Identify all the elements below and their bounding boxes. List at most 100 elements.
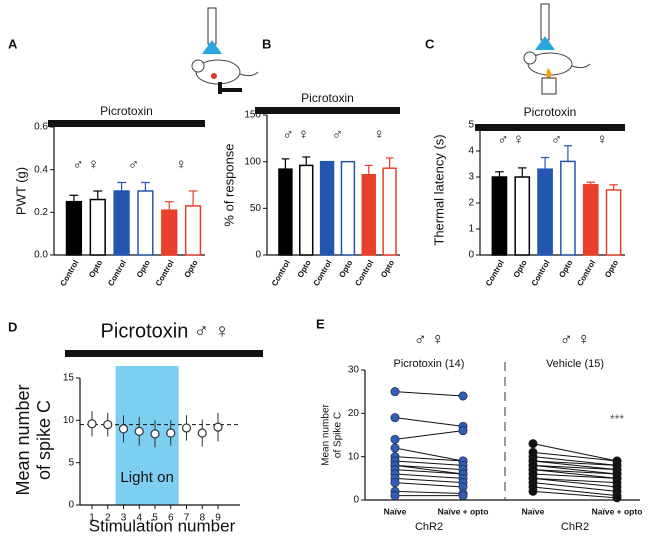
x-tick-label: Control: [575, 259, 597, 288]
sex-annotation: ♂ ♀: [497, 131, 524, 148]
y-axis-label: Thermal latency (s): [431, 134, 446, 245]
bar: [113, 190, 130, 256]
point: [390, 491, 400, 501]
bar: [89, 198, 106, 256]
x-tick-label: Control: [270, 259, 292, 288]
pair-line: [394, 456, 464, 462]
pair-line: [394, 469, 464, 475]
pair-line: [394, 460, 464, 466]
pair-line: [394, 490, 464, 494]
y-tick-label: 10: [348, 451, 360, 462]
point: [390, 413, 400, 423]
bar: [560, 160, 576, 256]
point: [528, 439, 538, 449]
panel-letter: C: [425, 36, 435, 51]
x-tick-label: Control: [530, 259, 552, 288]
sex-annotation: ♂ ♀: [282, 126, 309, 143]
pair-line: [394, 464, 464, 471]
x-tick-label: Opto: [512, 258, 529, 279]
x-tick-label: Opto: [135, 258, 152, 279]
pair-line: [532, 490, 618, 499]
y-tick-label: 0: [68, 500, 74, 511]
y-tick-label: 0.4: [34, 164, 48, 175]
y-axis-label: Mean number: [13, 384, 33, 495]
treatment-bar: [255, 107, 400, 114]
pair-line: [532, 486, 618, 497]
y-tick-label: 30: [348, 365, 360, 376]
pair-line: [532, 469, 618, 479]
x-tick-label: 3: [121, 513, 127, 524]
bar: [340, 160, 356, 256]
point: [150, 429, 160, 439]
x-tick-label: Control: [484, 259, 506, 288]
x-tick-label: Control: [312, 259, 334, 288]
point: [134, 426, 144, 436]
group-label: Picrotoxin (14): [394, 358, 465, 370]
x-tick-label: Opto: [183, 258, 200, 279]
bar: [319, 160, 335, 256]
panel-letter: D: [8, 319, 17, 334]
x-tick-label: 7: [184, 513, 190, 524]
span-label: Light on: [120, 469, 173, 486]
point: [528, 486, 538, 496]
x-tick-label: Control: [58, 259, 80, 288]
bar: [278, 168, 293, 256]
y-tick-label: 150: [244, 110, 261, 121]
pair-line: [394, 430, 464, 440]
treatment-label: Picrotoxin: [524, 105, 577, 119]
bar: [65, 200, 83, 256]
x-tick-label: Opto: [603, 258, 620, 279]
pair-line: [394, 417, 464, 427]
point: [390, 434, 400, 444]
treatment-bar: [48, 120, 205, 127]
y-tick-label: 0.6: [34, 122, 48, 133]
y-tick-label: 50: [250, 203, 262, 214]
pair-line: [394, 464, 464, 475]
x-tick-label: Naïve: [384, 506, 407, 516]
y-tick-label: 10: [63, 415, 75, 426]
pair-line: [532, 460, 618, 471]
pair-line: [532, 456, 618, 466]
bar: [491, 176, 508, 256]
x-tick-label: Control: [154, 259, 176, 288]
x-tick-label: Opto: [337, 258, 354, 279]
bar: [299, 164, 314, 256]
bar: [537, 168, 553, 256]
bar: [161, 209, 178, 256]
x-tick-label: 5: [152, 513, 158, 524]
x-tick-label: 8: [199, 513, 205, 524]
pair-line: [532, 473, 618, 479]
y-tick-label: 1: [468, 224, 474, 235]
point: [166, 428, 176, 438]
chart-title: Picrotoxin ♂ ♀: [101, 320, 230, 342]
significance: ***: [610, 412, 624, 426]
y-tick-label: 0.0: [34, 250, 48, 261]
treatment-label: Picrotoxin: [100, 104, 153, 118]
point: [458, 391, 468, 401]
sex-annotation: ♂: [551, 131, 562, 148]
sex-annotation: ♂: [332, 126, 343, 143]
sex-annotation: ♀: [597, 131, 608, 148]
x-tick-label: Control: [353, 259, 375, 288]
x-axis-label: Stimulation number: [89, 516, 236, 535]
x-tick-label: Naïve + opto: [438, 506, 489, 516]
y-tick-label: 100: [244, 156, 261, 167]
sex-annotation: ♂ ♀: [414, 329, 444, 348]
pair-line: [532, 477, 618, 488]
sex-annotation: ♂: [128, 156, 139, 173]
point: [197, 428, 207, 438]
bar: [514, 176, 531, 256]
bar: [184, 205, 202, 256]
sex-annotation: ♂ ♀: [560, 329, 590, 348]
icon-thermal: [523, 3, 591, 95]
pair-line: [532, 469, 618, 475]
panel-letter: B: [262, 36, 271, 51]
panel-letter: E: [316, 316, 325, 331]
point: [181, 423, 192, 433]
point: [458, 491, 468, 501]
y-tick-label: 5: [468, 120, 474, 131]
y-axis-label: PWT (g): [13, 167, 28, 215]
x-axis-label: ChR2: [415, 521, 443, 533]
y-tick-label: 0.2: [34, 207, 48, 218]
